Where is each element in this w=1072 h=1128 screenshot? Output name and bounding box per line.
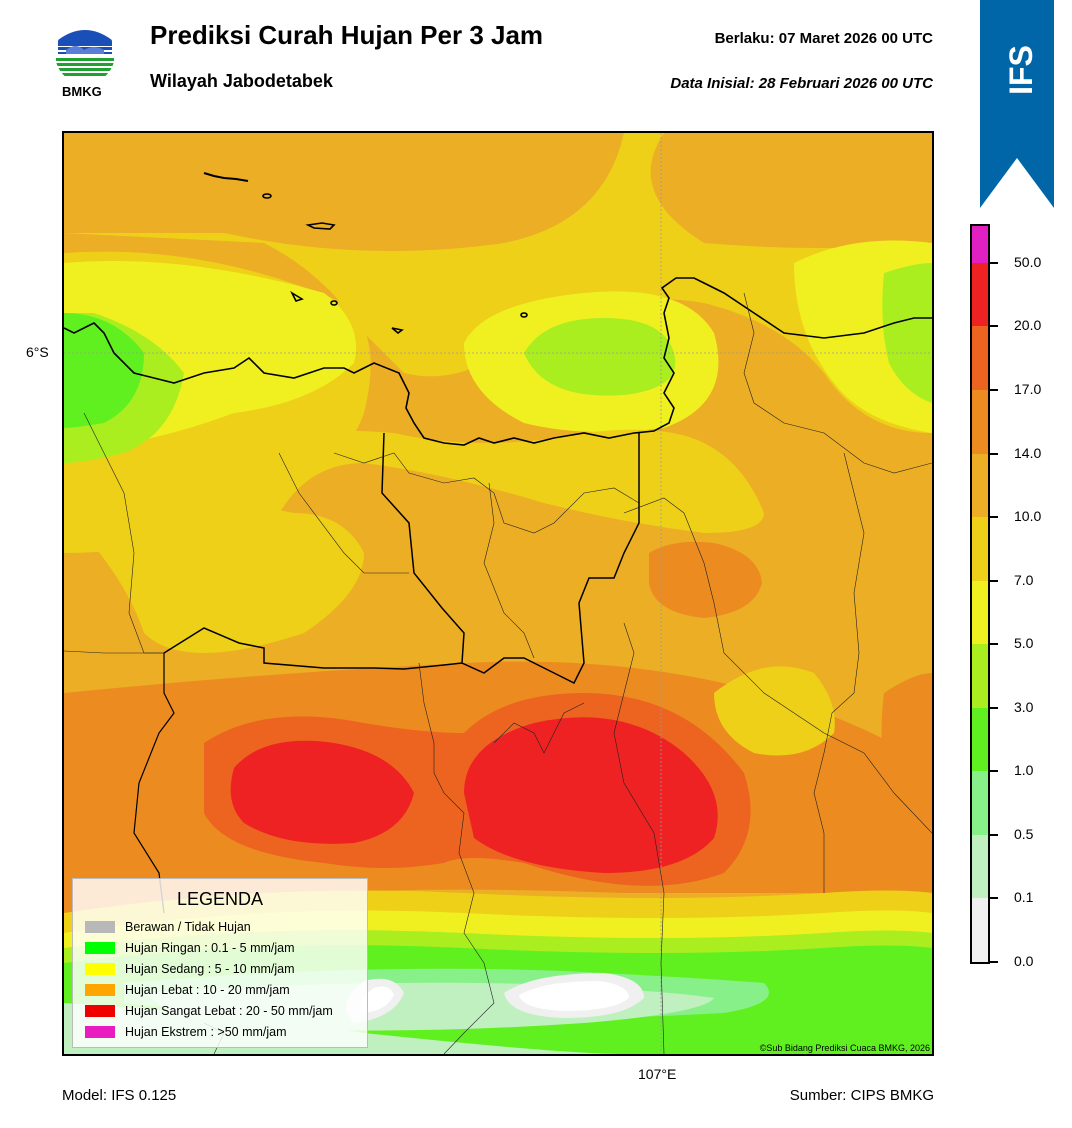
legend-swatch [85,1004,115,1017]
colorbar-tick [990,643,998,646]
colorbar-tick [990,452,998,455]
valid-time: Berlaku: 07 Maret 2026 00 UTC [714,30,933,47]
colorbar-tick [990,833,998,836]
longitude-label: 107°E [638,1066,677,1082]
legend-title: LEGENDA [176,889,264,909]
legend-label: Hujan Ekstrem : >50 mm/jam [125,1024,287,1039]
colorbar-segment [972,517,988,581]
legend: LEGENDA Berawan / Tidak Hujan Hujan Ringa… [72,878,368,1048]
copyright: ©Sub Bidang Prediksi Cuaca BMKG, 2026 [759,1043,930,1053]
rainfall-field: LEGENDA Berawan / Tidak Hujan Hujan Ringa… [64,133,932,1054]
source-label: Sumber: CIPS BMKG [789,1087,934,1104]
colorbar-tick-label: 1.0 [1014,762,1034,779]
colorbar-tick-label: 10.0 [1014,508,1042,525]
colorbar-tick-label: 7.0 [1014,571,1034,588]
colorbar-segment [972,326,988,390]
ifs-label: IFS [1003,45,1039,95]
colorbar-tick-label: 17.0 [1014,380,1042,397]
page-subtitle: Wilayah Jabodetabek [150,71,333,91]
legend-label: Berawan / Tidak Hujan [125,919,251,934]
island-outline [203,172,249,182]
legend-swatch [85,983,115,996]
legend-item: Berawan / Tidak Hujan [73,916,367,937]
colorbar-tick-label: 5.0 [1014,635,1034,652]
colorbar-tick [990,579,998,582]
legend-item: Hujan Ringan : 0.1 - 5 mm/jam [73,937,367,958]
colorbar-tick-label: 0.5 [1014,825,1034,842]
legend-label: Hujan Ringan : 0.1 - 5 mm/jam [125,940,295,955]
colorbar-segment [972,389,988,454]
page-title: Prediksi Curah Hujan Per 3 Jam [150,20,544,50]
legend-swatch [85,920,115,933]
legend-list: Berawan / Tidak Hujan Hujan Ringan : 0.1 … [73,916,367,1042]
colorbar-tick-label: 0.0 [1014,953,1034,969]
colorbar-tick [990,516,998,519]
legend-label: Hujan Lebat : 10 - 20 mm/jam [125,982,290,997]
colorbar-tick [990,706,998,709]
colorbar-tick [990,261,998,264]
colorbar-tick-label: 3.0 [1014,698,1034,715]
model-label: Model: IFS 0.125 [62,1087,177,1104]
colorbar-tick-label: 20.0 [1014,317,1042,334]
legend-swatch [85,1025,115,1038]
colorbar-segment [972,707,988,772]
legend-swatch [85,941,115,954]
legend-swatch [85,962,115,975]
initial-time: Data Inisial: 28 Februari 2026 00 UTC [670,75,933,92]
legend-item: Hujan Lebat : 10 - 20 mm/jam [73,979,367,1000]
colorbar-tick [990,770,998,773]
colorbar-tick [990,961,998,963]
legend-label: Hujan Sedang : 5 - 10 mm/jam [125,961,295,976]
legend-label: Hujan Sangat Lebat : 20 - 50 mm/jam [125,1003,333,1018]
colorbar-segment [972,898,988,962]
colorbar-segment [972,644,988,708]
province-boundary [381,432,640,685]
colorbar-tick [990,388,998,391]
latitude-label: 6°S [26,344,49,360]
coastline [64,277,932,446]
colorbar-segment [972,453,988,518]
colorbar-segment [972,226,988,263]
ifs-badge: IFS [980,0,1054,208]
colorbar-tick [990,325,998,328]
colorbar-segment [972,771,988,835]
colorbar-segment [972,580,988,645]
legend-item: Hujan Ekstrem : >50 mm/jam [73,1021,367,1042]
colorbar-tick-label: 0.1 [1014,889,1034,906]
rainfall-map: LEGENDA Berawan / Tidak Hujan Hujan Ringa… [62,131,934,1056]
logo-text: BMKG [62,84,102,99]
colorbar-tick-label: 50.0 [1014,253,1042,270]
bmkg-logo [54,20,116,84]
district-boundaries [64,292,932,1054]
legend-item: Hujan Sedang : 5 - 10 mm/jam [73,958,367,979]
colorbar-segment [972,834,988,899]
colorbar-tick [990,897,998,900]
colorbar [970,224,990,964]
colorbar-tick-label: 14.0 [1014,444,1042,461]
legend-item: Hujan Sangat Lebat : 20 - 50 mm/jam [73,1000,367,1021]
colorbar-segment [972,262,988,327]
